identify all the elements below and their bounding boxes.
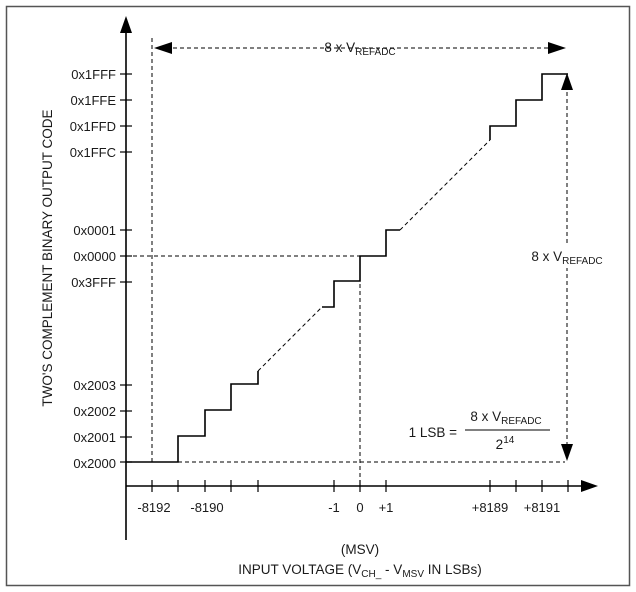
- right-span-arrow-top: [561, 73, 573, 90]
- lsb-formula-denominator-base: 2: [496, 437, 504, 452]
- top-span-arrow-left: [154, 42, 172, 54]
- x-axis-title-suffix: IN LSBs): [424, 562, 482, 577]
- y-tick-label-0x1ffc: 0x1FFC: [70, 145, 116, 160]
- lsb-formula-numerator-main: 8 x V: [470, 409, 501, 424]
- x-axis-title: INPUT VOLTAGE (VCH_ - VMSV IN LSBs): [238, 562, 482, 580]
- y-tick-label-0x0001: 0x0001: [73, 223, 116, 238]
- x-axis-title-msv: (MSV): [341, 542, 379, 557]
- x-tick-label-minus-8192: -8192: [137, 500, 170, 515]
- x-tick-label-minus-1: -1: [328, 500, 340, 515]
- right-span-label-main: 8 x V: [531, 249, 562, 264]
- x-tick-label-plus-8189: +8189: [472, 500, 509, 515]
- y-tick-label-0x1ffd: 0x1FFD: [70, 119, 116, 134]
- y-tick-label-0x1fff: 0x1FFF: [71, 67, 116, 82]
- x-tick-label-plus-8191: +8191: [524, 500, 561, 515]
- y-tick-label-0x1ffe: 0x1FFE: [70, 93, 116, 108]
- x-tick-label-minus-8190: -8190: [190, 500, 223, 515]
- x-tick-label-plus-1: +1: [379, 500, 394, 515]
- transfer-gap-high: [399, 139, 491, 231]
- y-tick-label-0x2001: 0x2001: [73, 430, 116, 445]
- top-span-label: 8 x VREFADC: [324, 40, 395, 58]
- top-span-label-main: 8 x V: [324, 40, 355, 55]
- x-axis-arrow: [581, 480, 598, 492]
- lsb-formula-numerator-sub: REFADC: [501, 416, 542, 427]
- figure-frame: [5, 5, 631, 587]
- lsb-formula: 1 LSB = 8 x VREFADC 214: [409, 409, 550, 452]
- x-axis-title-prefix: INPUT VOLTAGE (V: [238, 562, 361, 577]
- lsb-formula-numerator: 8 x VREFADC: [470, 409, 541, 427]
- top-span-label-sub: REFADC: [355, 47, 396, 58]
- x-tick-labels: -8192 -8190 -1 0 +1 +8189 +8191: [137, 500, 560, 515]
- lsb-formula-lhs: 1 LSB =: [409, 425, 458, 440]
- y-tick-labels: 0x1FFF 0x1FFE 0x1FFD 0x1FFC 0x0001 0x000…: [70, 67, 117, 471]
- y-tick-label-0x2002: 0x2002: [73, 404, 116, 419]
- x-axis-title-sub-ch: CH_: [361, 569, 381, 580]
- right-span-label-bg: [522, 244, 612, 268]
- lsb-formula-denominator-exp: 14: [503, 435, 515, 446]
- dimension-arrowheads: [154, 42, 573, 461]
- right-span-label: 8 x VREFADC: [531, 249, 602, 267]
- staircase-middle: [322, 229, 400, 308]
- right-span-arrow-bottom: [561, 444, 573, 461]
- transfer-function: [126, 73, 568, 463]
- y-tick-label-0x0000: 0x0000: [73, 249, 116, 264]
- x-axis-title-middle: - V: [381, 562, 402, 577]
- x-tick-marks: [151, 480, 569, 492]
- y-tick-label-0x2000: 0x2000: [73, 456, 116, 471]
- top-span-arrow-right: [548, 42, 566, 54]
- x-axis-title-sub-msv: MSV: [402, 569, 424, 580]
- y-axis-arrow: [120, 16, 132, 33]
- right-span-label-sub: REFADC: [562, 256, 603, 267]
- axes: [120, 16, 598, 540]
- x-tick-label-0: 0: [356, 500, 363, 515]
- y-tick-label-0x3fff: 0x3FFF: [71, 275, 116, 290]
- transfer-gap-low: [257, 306, 323, 372]
- y-tick-label-0x2003: 0x2003: [73, 378, 116, 393]
- staircase-upper: [489, 73, 568, 140]
- staircase-lower: [126, 371, 259, 463]
- lsb-formula-denominator: 214: [496, 435, 515, 452]
- y-axis-title: TWO'S COMPLEMENT BINARY OUTPUT CODE: [40, 109, 55, 406]
